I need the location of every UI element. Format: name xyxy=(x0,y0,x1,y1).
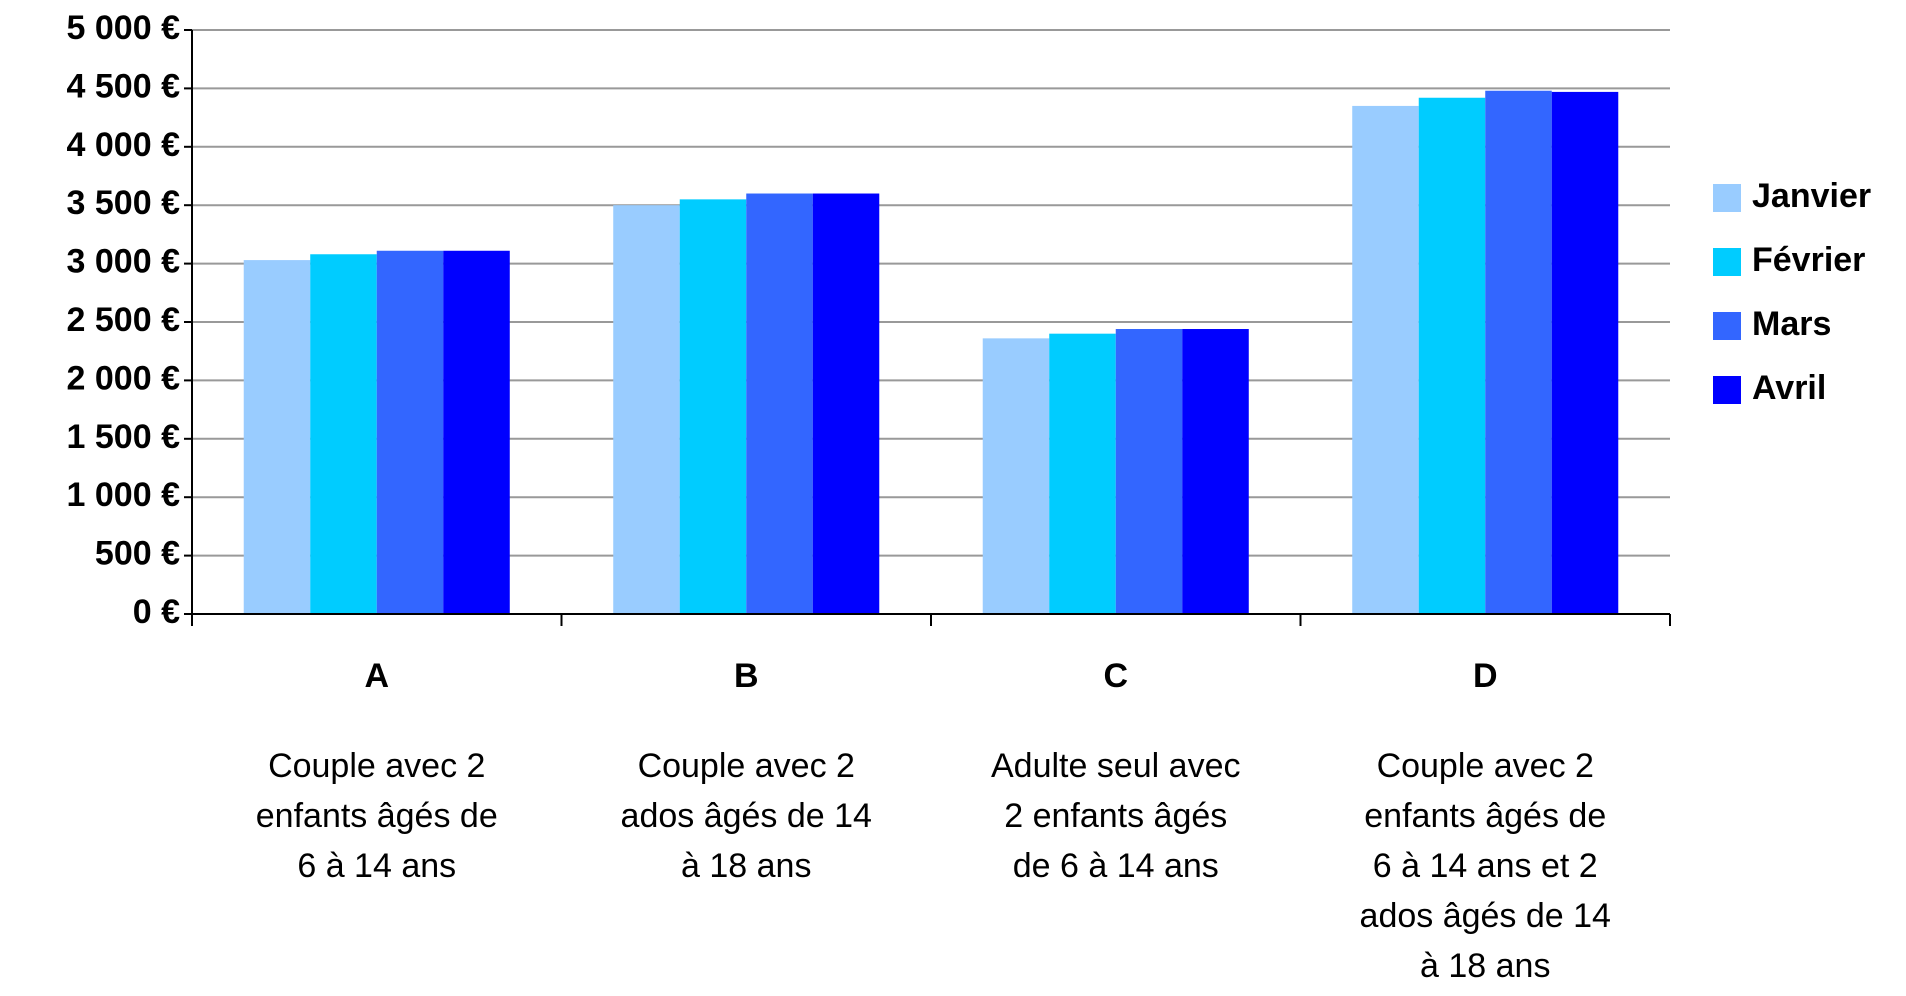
legend-swatch xyxy=(1713,376,1741,404)
category-description: Couple avec 2 xyxy=(268,747,485,785)
bar xyxy=(1352,105,1419,615)
legend-label: Février xyxy=(1752,241,1865,279)
category-description: Adulte seul avec xyxy=(991,747,1241,785)
y-tick-label: 2 500 € xyxy=(67,301,181,339)
bar xyxy=(1418,97,1486,614)
x-tick-label: D xyxy=(1473,657,1498,695)
bar xyxy=(1485,90,1552,614)
y-tick-label: 1 500 € xyxy=(67,418,181,456)
bar xyxy=(812,193,880,614)
bar xyxy=(613,205,680,614)
legend-label: Janvier xyxy=(1752,177,1871,215)
x-tick-label: B xyxy=(734,657,759,695)
bar xyxy=(443,250,510,614)
bar xyxy=(746,193,813,614)
bar xyxy=(376,250,444,614)
bar xyxy=(1115,329,1183,614)
bar xyxy=(982,338,1050,614)
bar xyxy=(243,260,311,614)
legend-label: Mars xyxy=(1752,305,1831,343)
category-description: ados âgés de 14 xyxy=(1360,897,1611,935)
category-description: ados âgés de 14 xyxy=(621,797,872,835)
legend-swatch xyxy=(1713,248,1741,276)
category-description: de 6 à 14 ans xyxy=(1013,847,1219,885)
category-description: enfants âgés de xyxy=(256,797,498,835)
legend-label: Avril xyxy=(1752,369,1826,407)
category-description: enfants âgés de xyxy=(1364,797,1606,835)
bar xyxy=(310,254,377,615)
y-tick-label: 3 000 € xyxy=(67,243,181,281)
legend-swatch xyxy=(1713,312,1741,340)
legend-swatch xyxy=(1713,184,1741,212)
y-tick-label: 5 000 € xyxy=(67,9,181,47)
y-tick-label: 500 € xyxy=(95,535,180,573)
category-description: 2 enfants âgés xyxy=(1004,797,1227,835)
bar xyxy=(1049,333,1116,614)
category-description: 6 à 14 ans xyxy=(297,847,456,885)
bar xyxy=(1551,91,1619,615)
y-tick-label: 1 000 € xyxy=(67,476,181,514)
category-description: Couple avec 2 xyxy=(1377,747,1594,785)
y-tick-label: 2 000 € xyxy=(67,359,181,397)
category-description: Couple avec 2 xyxy=(638,747,855,785)
y-tick-label: 0 € xyxy=(133,593,180,631)
bar xyxy=(679,199,747,615)
y-tick-label: 4 500 € xyxy=(67,67,181,105)
category-description: à 18 ans xyxy=(681,847,811,885)
x-tick-label: C xyxy=(1103,657,1128,695)
y-tick-label: 3 500 € xyxy=(67,184,181,222)
x-tick-label: A xyxy=(364,657,389,695)
category-description: à 18 ans xyxy=(1420,947,1550,985)
category-description: 6 à 14 ans et 2 xyxy=(1373,847,1598,885)
y-tick-label: 4 000 € xyxy=(67,126,181,164)
bar xyxy=(1182,329,1249,614)
